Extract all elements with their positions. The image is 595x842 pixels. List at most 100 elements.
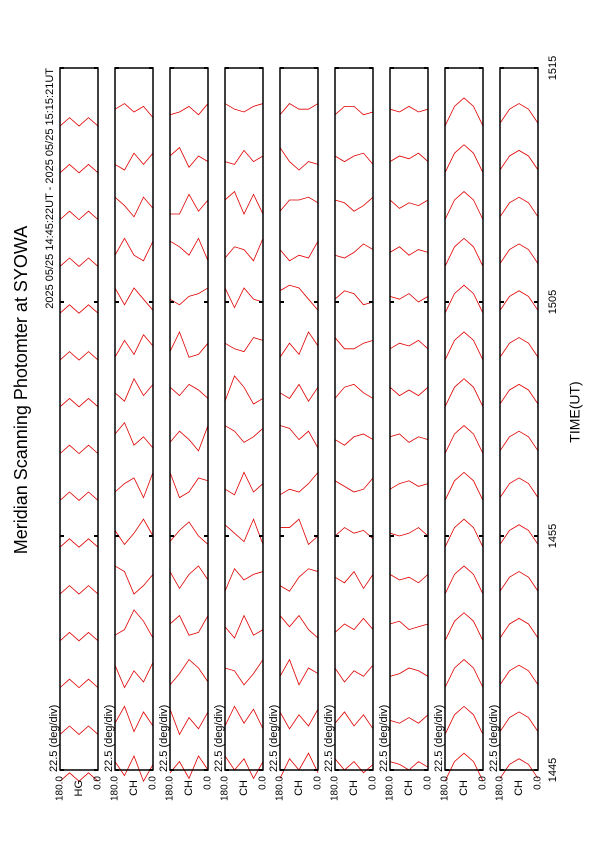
scan-trace [224, 190, 264, 215]
scan-trace [224, 705, 264, 729]
scan-trace [114, 754, 154, 783]
panel-frame [169, 67, 209, 771]
y-tick-label: 180.0 [55, 776, 66, 801]
y-tick-label: 180.0 [220, 776, 231, 801]
scan-trace [334, 664, 374, 683]
scan-trace [59, 163, 99, 174]
scan-trace [444, 97, 484, 127]
scan-trace [444, 284, 484, 314]
scan-trace [114, 287, 154, 311]
scan-trace [169, 658, 209, 686]
y-axis-label: CH [403, 780, 415, 796]
scan-trace [279, 614, 319, 639]
scan-trace [334, 477, 374, 493]
scan-trace [114, 565, 154, 595]
scan-trace [444, 471, 484, 501]
scan-trace [59, 725, 99, 735]
scale-note: 22.5 (deg/div) [433, 705, 445, 772]
scan-trace [114, 421, 154, 449]
scan-trace [499, 290, 539, 311]
scan-trace [169, 237, 209, 261]
y-axis-label: CH [128, 780, 140, 796]
scan-trace [444, 425, 484, 454]
scan-trace [279, 708, 319, 730]
scan-trace [389, 339, 429, 350]
scan-trace [169, 472, 209, 499]
scan-trace [169, 330, 209, 358]
scan-trace [334, 196, 374, 212]
scan-trace [499, 711, 539, 732]
y-axis-label: CH [513, 780, 525, 796]
scan-trace [334, 570, 374, 590]
scan-trace [169, 755, 209, 780]
panel-frame [389, 67, 429, 771]
scan-trace [169, 287, 209, 306]
scan-trace [499, 617, 539, 639]
scan-trace [169, 103, 209, 116]
scan-trace [279, 240, 319, 262]
scan-trace [59, 117, 99, 127]
y-tick-label: 180.0 [110, 776, 121, 801]
scan-trace [169, 521, 209, 545]
scan-trace [169, 383, 209, 399]
scan-trace [389, 246, 429, 256]
scan-trace [279, 331, 319, 358]
panel-frame [444, 67, 484, 771]
scan-trace [59, 631, 99, 642]
scan-trace [59, 678, 99, 689]
panel-frame [114, 67, 154, 771]
scan-trace [59, 585, 99, 595]
scan-trace [59, 397, 99, 408]
scan-trace [334, 290, 374, 306]
scan-trace [389, 433, 429, 443]
y-axis-label: CH [238, 780, 250, 796]
scan-trace [389, 527, 429, 537]
scan-trace [224, 425, 264, 443]
scan-trace [444, 378, 484, 408]
scan-trace [389, 199, 429, 209]
y-axis-label: CH [183, 780, 195, 796]
scan-trace [444, 518, 484, 548]
panel-frame [499, 67, 539, 771]
scan-trace [499, 337, 539, 358]
scan-trace [114, 196, 154, 218]
scan-trace [279, 284, 319, 311]
scan-trace [114, 237, 154, 262]
y-tick-label: 0.0 [148, 776, 159, 790]
y-tick-label: 180.0 [165, 776, 176, 801]
scan-trace [224, 518, 264, 545]
scan-trace [169, 614, 209, 636]
scan-trace [334, 433, 374, 446]
scan-trace [444, 191, 484, 220]
scan-trace [389, 620, 429, 631]
y-tick-label: 0.0 [533, 776, 544, 790]
scan-trace [444, 144, 484, 174]
scan-trace [224, 149, 264, 165]
y-axis-label: CH [293, 780, 305, 796]
y-tick-label: 0.0 [313, 776, 324, 790]
scan-trace [114, 662, 154, 689]
scan-trace [279, 752, 319, 779]
rotated-plot: Meridian Scanning Photomter at SYOWA 202… [11, 56, 583, 801]
x-tick-label: 1515 [547, 56, 559, 80]
scan-trace [334, 337, 374, 350]
scan-trace [169, 146, 209, 168]
scan-trace [224, 103, 264, 113]
scan-trace [334, 617, 374, 633]
scan-trace [114, 518, 154, 546]
y-tick-label: 180.0 [330, 776, 341, 801]
scan-trace [224, 568, 264, 592]
scan-trace [499, 477, 539, 498]
scan-trace [59, 351, 99, 361]
scan-trace [224, 614, 264, 639]
scan-trace [444, 752, 484, 782]
scan-trace [280, 518, 319, 546]
scan-trace [279, 472, 319, 496]
scan-trace [224, 375, 264, 405]
scan-trace [279, 196, 319, 212]
scan-trace [114, 334, 154, 358]
scan-trace [279, 383, 319, 402]
scan-trace [499, 103, 539, 124]
